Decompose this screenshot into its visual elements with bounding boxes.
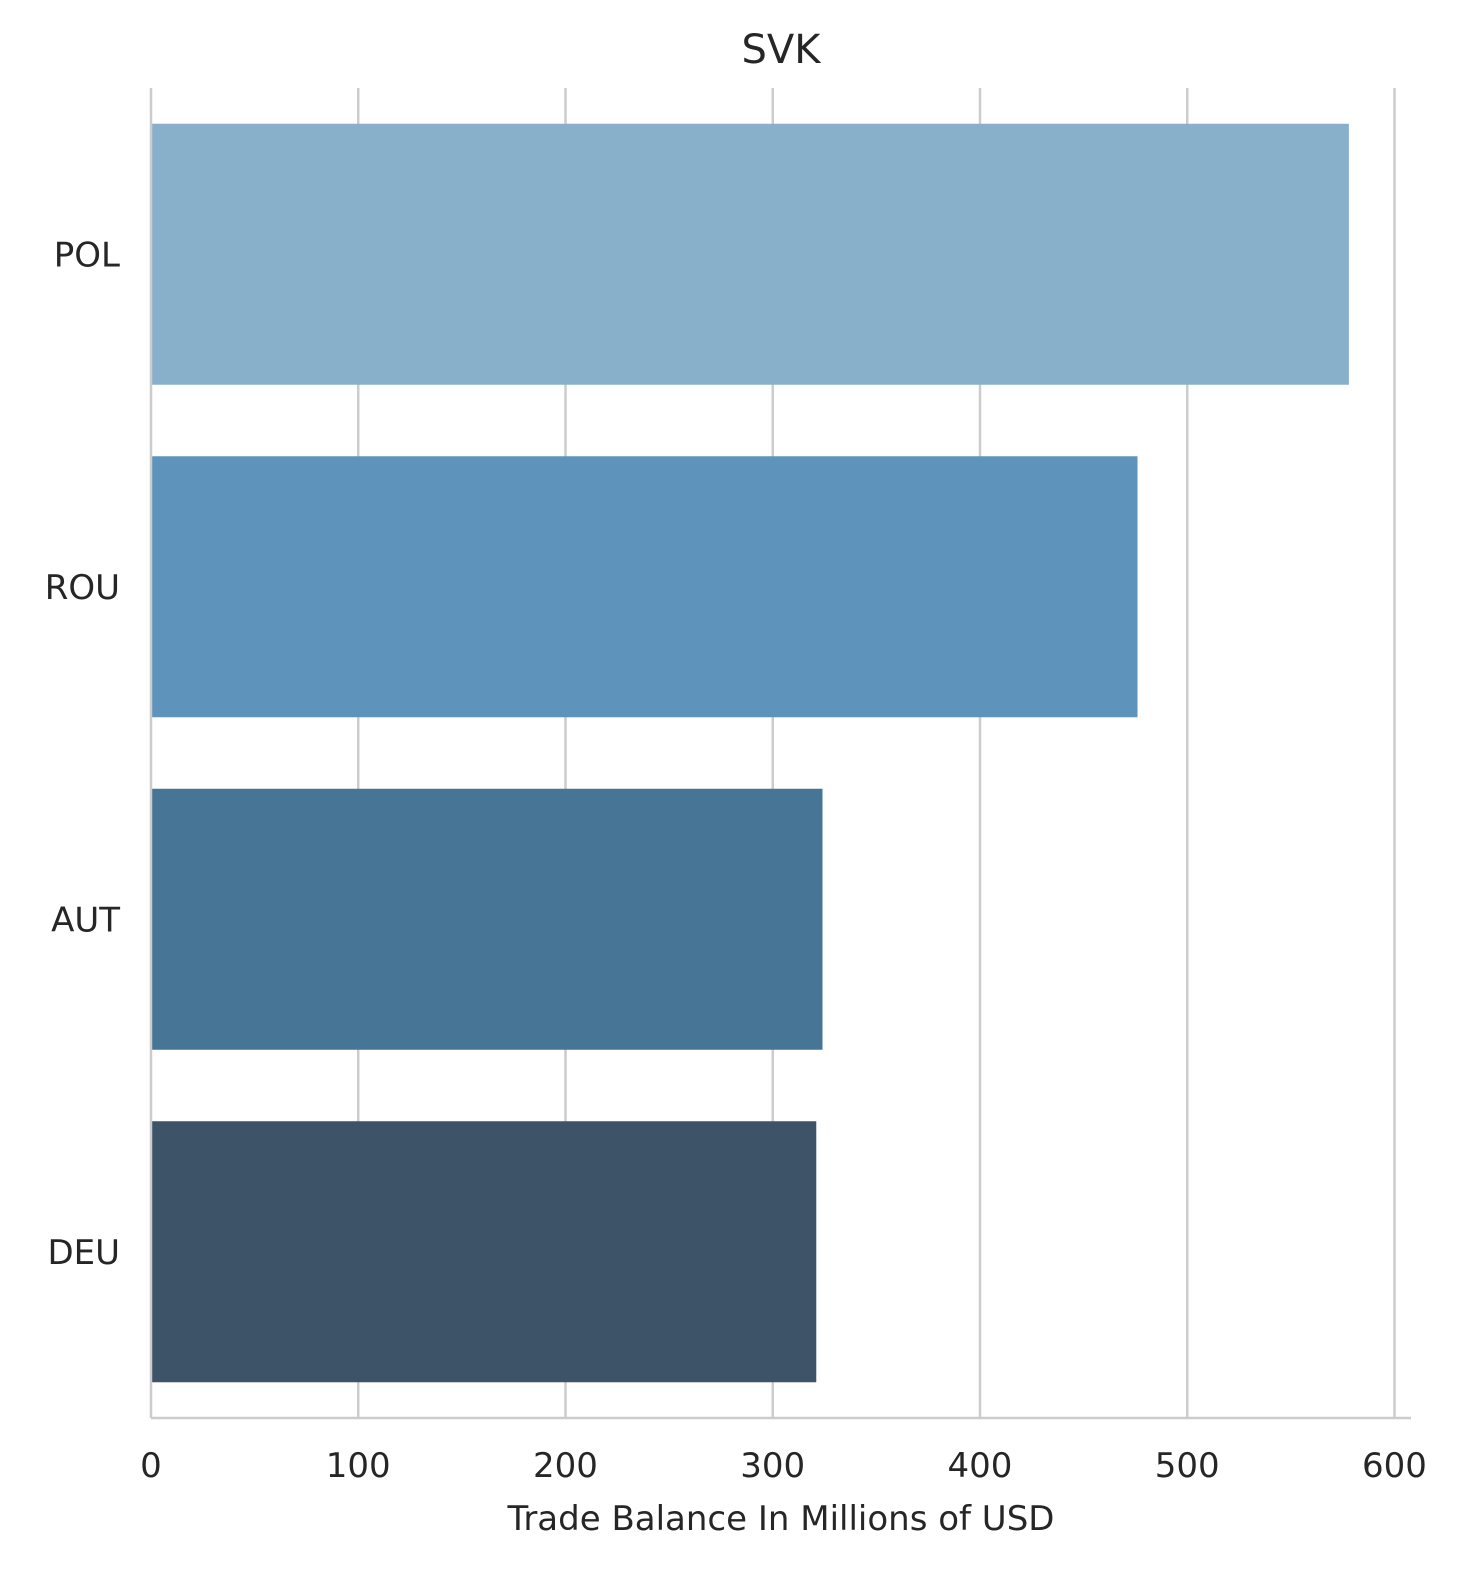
y-category-label-aut: AUT xyxy=(51,900,120,940)
y-category-label-deu: DEU xyxy=(47,1233,120,1273)
axes-spines xyxy=(149,88,1411,1420)
chart-title: SVK xyxy=(742,27,823,73)
y-category-labels: POL ROU AUT DEU xyxy=(45,235,121,1273)
x-axis-label: Trade Balance In Millions of USD xyxy=(507,1499,1055,1539)
x-tick-label-0: 0 xyxy=(140,1446,162,1486)
x-tick-label-400: 400 xyxy=(948,1446,1013,1486)
y-category-label-pol: POL xyxy=(54,235,120,275)
x-tick-label-100: 100 xyxy=(326,1446,391,1486)
bar-pol xyxy=(151,123,1349,385)
x-tick-label-500: 500 xyxy=(1155,1446,1220,1486)
x-tick-labels: 0 100 200 300 400 500 600 xyxy=(140,1446,1427,1486)
bars xyxy=(151,123,1349,1383)
bar-rou xyxy=(151,456,1138,718)
bar-aut xyxy=(151,788,823,1050)
y-category-label-rou: ROU xyxy=(45,568,120,608)
x-tick-label-600: 600 xyxy=(1362,1446,1427,1486)
x-tick-label-200: 200 xyxy=(533,1446,598,1486)
bar-deu xyxy=(151,1121,817,1383)
x-tick-label-300: 300 xyxy=(740,1446,805,1486)
